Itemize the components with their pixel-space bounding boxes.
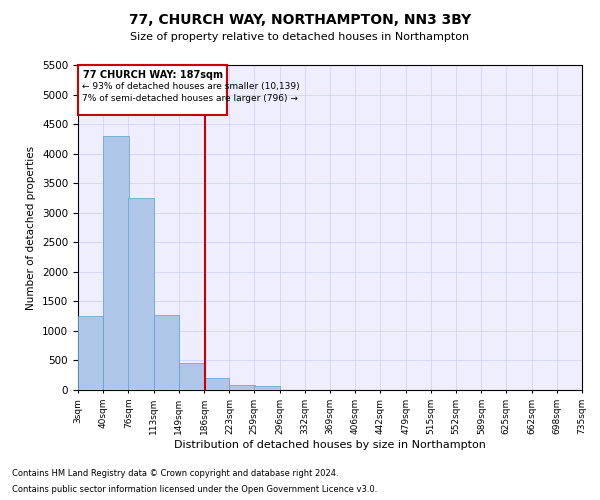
Bar: [204, 378, 229, 390]
Text: Size of property relative to detached houses in Northampton: Size of property relative to detached ho…: [130, 32, 470, 42]
X-axis label: Distribution of detached houses by size in Northampton: Distribution of detached houses by size …: [174, 440, 486, 450]
Text: Contains public sector information licensed under the Open Government Licence v3: Contains public sector information licen…: [12, 485, 377, 494]
Y-axis label: Number of detached properties: Number of detached properties: [26, 146, 37, 310]
Text: 77, CHURCH WAY, NORTHAMPTON, NN3 3BY: 77, CHURCH WAY, NORTHAMPTON, NN3 3BY: [129, 12, 471, 26]
FancyBboxPatch shape: [78, 65, 227, 114]
Bar: [128, 198, 154, 390]
Bar: [179, 363, 204, 390]
Bar: [229, 384, 255, 390]
Text: Contains HM Land Registry data © Crown copyright and database right 2024.: Contains HM Land Registry data © Crown c…: [12, 468, 338, 477]
Text: 7% of semi-detached houses are larger (796) →: 7% of semi-detached houses are larger (7…: [82, 94, 298, 103]
Text: ← 93% of detached houses are smaller (10,139): ← 93% of detached houses are smaller (10…: [82, 82, 300, 91]
Bar: [78, 316, 103, 390]
Bar: [103, 136, 129, 390]
Bar: [154, 315, 179, 390]
Text: 77 CHURCH WAY: 187sqm: 77 CHURCH WAY: 187sqm: [83, 70, 223, 80]
Bar: [254, 386, 280, 390]
